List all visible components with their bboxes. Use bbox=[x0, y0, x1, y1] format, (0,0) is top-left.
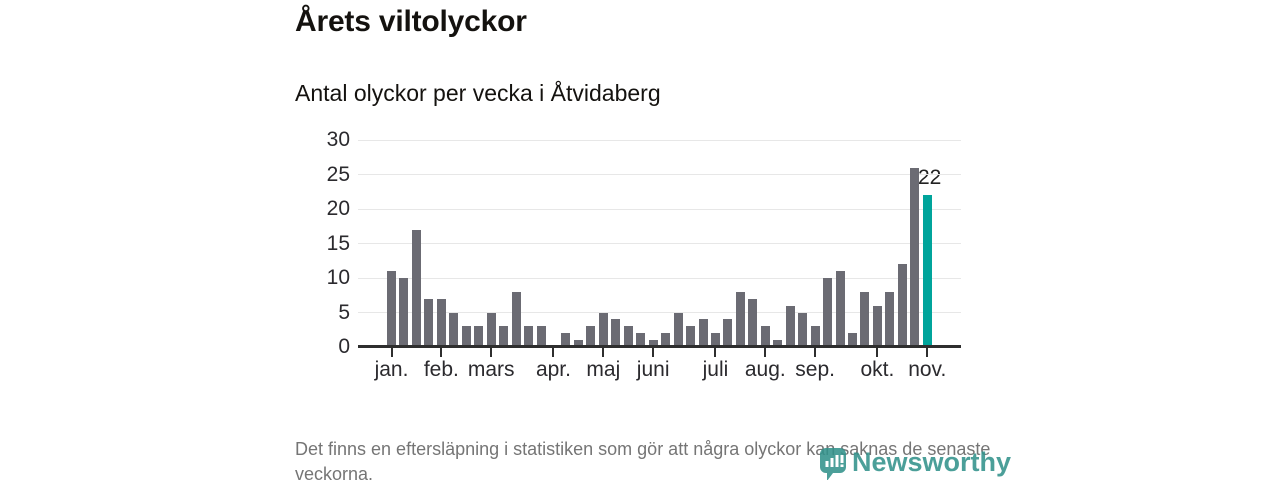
bar bbox=[810, 326, 820, 347]
month-label: mars bbox=[467, 358, 515, 381]
y-axis: 0 5 10 15 20 25 30 bbox=[296, 128, 350, 358]
month-label: aug. bbox=[744, 358, 786, 381]
bar bbox=[436, 298, 446, 347]
bar bbox=[511, 291, 521, 347]
highlight-value-label: 22 bbox=[918, 166, 942, 189]
bar bbox=[611, 319, 621, 347]
month-label: okt. bbox=[860, 358, 895, 381]
bar bbox=[474, 326, 484, 347]
month-tick bbox=[602, 348, 605, 357]
y-axis-label: 15 bbox=[326, 231, 350, 255]
bar bbox=[623, 326, 633, 347]
bar bbox=[449, 312, 459, 347]
bar bbox=[848, 333, 858, 347]
y-axis-label: 20 bbox=[326, 197, 350, 220]
bar bbox=[561, 333, 571, 347]
y-axis-label: 25 bbox=[326, 162, 350, 186]
month-label: sep. bbox=[795, 358, 835, 381]
month-tick bbox=[714, 348, 717, 357]
newsworthy-logo-text: Newsworthy bbox=[852, 447, 1012, 477]
month-label: apr. bbox=[535, 358, 571, 381]
month-tick bbox=[652, 348, 655, 357]
gridline bbox=[358, 208, 961, 210]
newsworthy-logo: Newsworthy bbox=[820, 448, 1011, 480]
y-axis-label: 0 bbox=[338, 335, 350, 358]
chart-subtitle: Antal olyckor per vecka i Åtvidaberg bbox=[295, 80, 661, 106]
newsworthy-pin-icon bbox=[820, 448, 846, 480]
y-axis-label: 30 bbox=[326, 128, 350, 151]
bar bbox=[860, 291, 870, 347]
bar bbox=[486, 312, 496, 347]
month-tick bbox=[926, 348, 929, 357]
month-tick bbox=[390, 348, 393, 357]
bar bbox=[748, 298, 758, 347]
highlight-bar bbox=[922, 195, 932, 347]
bar bbox=[461, 326, 471, 347]
bar bbox=[835, 271, 845, 347]
bar-chart: 22 jan. feb. mars apr. maj juni juli aug. sep. ok… bbox=[358, 139, 961, 381]
bar bbox=[573, 340, 583, 347]
month-tick bbox=[440, 348, 443, 357]
month-tick bbox=[814, 348, 817, 357]
month-label: nov. bbox=[908, 358, 947, 381]
gridline bbox=[358, 139, 961, 141]
bar bbox=[885, 291, 895, 347]
y-axis-label: 5 bbox=[338, 300, 350, 324]
bar bbox=[524, 326, 534, 347]
month-label: jan. bbox=[374, 358, 409, 381]
bar bbox=[648, 340, 658, 347]
month-label: juni bbox=[636, 358, 670, 381]
bar bbox=[499, 326, 509, 347]
bar bbox=[686, 326, 696, 347]
bar bbox=[710, 333, 720, 347]
bar bbox=[598, 312, 608, 347]
bar bbox=[536, 326, 546, 347]
gridline bbox=[358, 312, 961, 313]
x-axis-line bbox=[358, 345, 961, 348]
bar bbox=[411, 229, 421, 347]
bar bbox=[735, 291, 745, 347]
bar bbox=[399, 278, 409, 347]
gridline bbox=[358, 243, 961, 244]
month-tick bbox=[764, 348, 767, 357]
month-label: maj bbox=[586, 358, 621, 381]
y-axis-label: 10 bbox=[326, 266, 350, 289]
month-label: juli bbox=[702, 358, 729, 381]
bar bbox=[586, 326, 596, 347]
bar bbox=[424, 298, 434, 347]
bar bbox=[897, 264, 907, 347]
bar bbox=[661, 333, 671, 347]
bar bbox=[823, 278, 833, 347]
bar bbox=[636, 333, 646, 347]
bar bbox=[872, 305, 882, 347]
month-tick bbox=[876, 348, 879, 357]
gridline bbox=[358, 174, 961, 175]
page-title: Årets viltolyckor bbox=[295, 5, 527, 38]
gridline bbox=[358, 277, 961, 279]
bar bbox=[723, 319, 733, 347]
bar bbox=[773, 340, 783, 347]
bar bbox=[673, 312, 683, 347]
bar bbox=[910, 167, 920, 347]
month-tick bbox=[552, 348, 555, 357]
month-tick bbox=[490, 348, 493, 357]
bar bbox=[798, 312, 808, 347]
bar bbox=[698, 319, 708, 347]
month-label: feb. bbox=[423, 358, 459, 381]
bar bbox=[387, 271, 396, 347]
bar bbox=[760, 326, 770, 347]
footnote: Det finns en eftersläpning i statistiken… bbox=[295, 439, 991, 480]
bar bbox=[785, 305, 795, 347]
